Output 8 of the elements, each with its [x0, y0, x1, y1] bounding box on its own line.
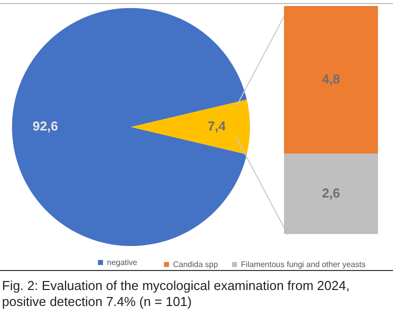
data-label: 4,8 — [322, 72, 340, 87]
data-label: 7,4 — [208, 118, 226, 134]
legend-label: Filamentous fungi and other yeasts — [240, 260, 366, 270]
legend-label: Candida spp — [172, 260, 218, 270]
legend-label: negative — [106, 258, 138, 268]
data-label: 92,6 — [32, 118, 58, 134]
data-label: 2,6 — [322, 186, 340, 201]
caption: Fig. 2: Evaluation of the mycological examination from 2024, positive detection 7.4% (n = 101) — [2, 278, 351, 310]
